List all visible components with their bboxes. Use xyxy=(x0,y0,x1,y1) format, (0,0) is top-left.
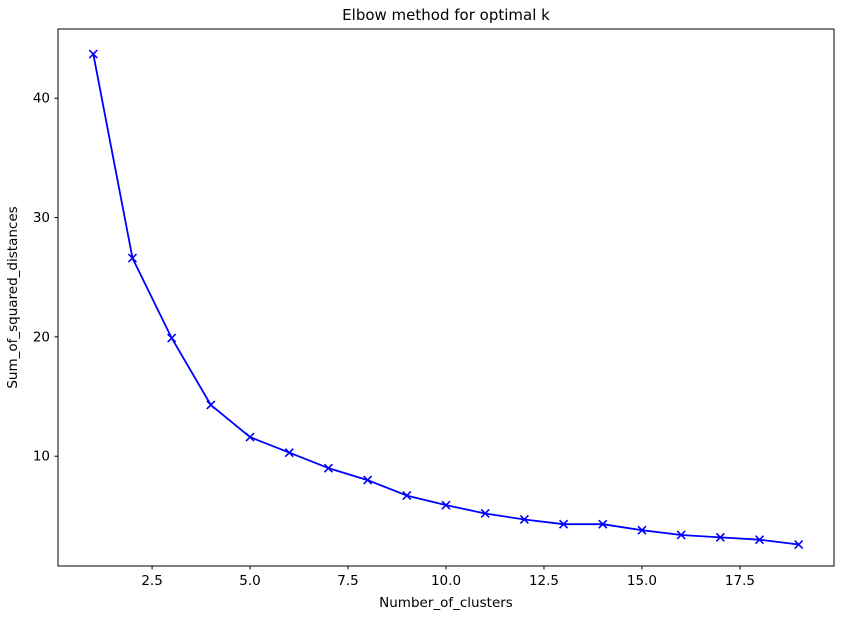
x-tick-label: 7.5 xyxy=(337,573,358,589)
data-series xyxy=(88,49,804,550)
x-tick-label: 17.5 xyxy=(725,573,755,589)
data-point-marker xyxy=(245,432,255,442)
x-tick-label: 12.5 xyxy=(529,573,559,589)
marker-stroke xyxy=(441,500,451,510)
x-tick-label: 15.0 xyxy=(627,573,657,589)
x-tick-label: 2.5 xyxy=(141,573,162,589)
data-point-marker xyxy=(559,519,569,529)
chart-title: Elbow method for optimal k xyxy=(342,6,550,24)
data-point-marker xyxy=(402,491,412,501)
marker-stroke xyxy=(167,333,177,343)
plot-area xyxy=(58,29,834,566)
marker-stroke xyxy=(676,530,686,540)
x-tick-label: 10.0 xyxy=(431,573,461,589)
data-point-marker xyxy=(794,539,804,550)
marker-stroke xyxy=(715,532,725,542)
axis-ticks: 2.5 5.0 7.5 10.0 12.5 15.0 17.5 10 20 30 40 xyxy=(33,91,755,589)
data-point-marker xyxy=(715,532,725,542)
data-point-marker xyxy=(754,535,765,545)
y-tick-label: 10 xyxy=(33,449,50,465)
y-axis-label: Sum_of_squared_distances xyxy=(5,206,21,388)
marker-stroke xyxy=(559,519,569,529)
data-point-marker xyxy=(127,253,138,263)
marker-stroke xyxy=(127,253,138,263)
data-point-marker xyxy=(676,530,686,540)
marker-stroke xyxy=(519,514,529,525)
data-point-marker xyxy=(88,49,98,59)
marker-stroke xyxy=(323,463,333,473)
data-point-marker xyxy=(519,514,529,525)
data-point-marker xyxy=(167,333,177,343)
y-tick-label: 40 xyxy=(33,91,50,107)
data-point-marker xyxy=(598,519,608,529)
marker-stroke xyxy=(363,475,373,485)
y-tick-label: 30 xyxy=(33,210,50,226)
data-point-marker xyxy=(441,500,451,510)
data-point-marker xyxy=(480,508,490,519)
marker-stroke xyxy=(284,448,294,458)
axes-spines xyxy=(57,28,835,567)
marker-stroke xyxy=(480,508,490,519)
marker-stroke xyxy=(245,432,255,442)
x-axis-label: Number_of_clusters xyxy=(379,595,513,611)
marker-stroke xyxy=(88,49,98,59)
marker-stroke xyxy=(598,519,608,529)
marker-stroke xyxy=(794,539,804,550)
marker-stroke xyxy=(206,400,216,410)
marker-stroke xyxy=(637,525,647,535)
x-tick-label: 5.0 xyxy=(239,573,260,589)
marker-stroke xyxy=(402,491,412,501)
data-point-marker xyxy=(637,525,647,535)
data-point-marker xyxy=(323,463,333,473)
data-point-marker xyxy=(363,475,373,485)
data-point-marker xyxy=(284,448,294,458)
marker-stroke xyxy=(754,535,765,545)
y-tick-label: 20 xyxy=(33,329,50,345)
data-point-marker xyxy=(206,400,216,410)
